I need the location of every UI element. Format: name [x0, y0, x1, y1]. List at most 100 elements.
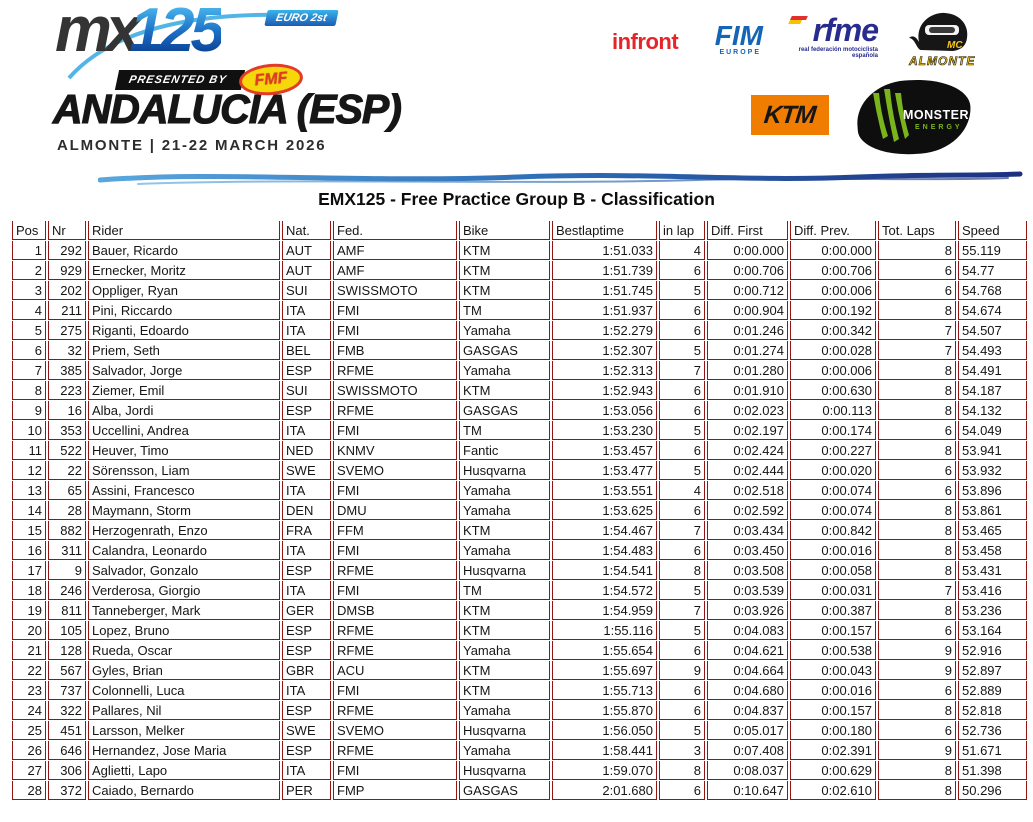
cell-diff-first: 0:02.023: [707, 401, 788, 420]
cell-bestlaptime: 1:54.959: [552, 601, 657, 620]
cell-bike: KTM: [459, 261, 550, 280]
cell-nr: 372: [48, 781, 86, 800]
cell-rider: Alba, Jordi: [88, 401, 280, 420]
cell-nr: 646: [48, 741, 86, 760]
cell-bestlaptime: 1:54.541: [552, 561, 657, 580]
cell-tot-laps: 8: [878, 601, 956, 620]
cell-in-lap: 6: [659, 401, 705, 420]
cell-fed: RFME: [333, 561, 457, 580]
cell-tot-laps: 6: [878, 621, 956, 640]
monster-wordmark: MONSTER: [903, 108, 969, 122]
cell-nr: 275: [48, 321, 86, 340]
cell-pos: 24: [12, 701, 46, 720]
cell-bike: GASGAS: [459, 781, 550, 800]
cell-fed: DMU: [333, 501, 457, 520]
cell-rider: Salvador, Gonzalo: [88, 561, 280, 580]
cell-speed: 54.507: [958, 321, 1027, 340]
cell-nat: ESP: [282, 701, 331, 720]
cell-nat: FRA: [282, 521, 331, 540]
cell-in-lap: 5: [659, 341, 705, 360]
cell-rider: Riganti, Edoardo: [88, 321, 280, 340]
cell-pos: 9: [12, 401, 46, 420]
cell-diff-prev: 0:00.538: [790, 641, 876, 660]
cell-in-lap: 6: [659, 541, 705, 560]
cell-speed: 54.049: [958, 421, 1027, 440]
cell-rider: Pini, Riccardo: [88, 301, 280, 320]
cell-bike: KTM: [459, 381, 550, 400]
cell-tot-laps: 8: [878, 781, 956, 800]
cell-bestlaptime: 2:01.680: [552, 781, 657, 800]
cell-diff-prev: 0:00.074: [790, 481, 876, 500]
cell-rider: Aglietti, Lapo: [88, 761, 280, 780]
cell-diff-prev: 0:00.074: [790, 501, 876, 520]
cell-nat: SWE: [282, 461, 331, 480]
cell-diff-prev: 0:02.391: [790, 741, 876, 760]
cell-pos: 16: [12, 541, 46, 560]
cell-pos: 22: [12, 661, 46, 680]
cell-bike: KTM: [459, 661, 550, 680]
cell-bike: Yamaha: [459, 541, 550, 560]
cell-bestlaptime: 1:53.477: [552, 461, 657, 480]
cell-in-lap: 6: [659, 301, 705, 320]
cell-fed: RFME: [333, 401, 457, 420]
cell-tot-laps: 8: [878, 441, 956, 460]
cell-in-lap: 5: [659, 421, 705, 440]
cell-in-lap: 5: [659, 581, 705, 600]
results-body: 1 292 Bauer, Ricardo AUT AMF KTM 1:51.033 4 0:00…: [12, 241, 1027, 800]
cell-pos: 19: [12, 601, 46, 620]
mc-almonte-logo: MC ALMONTE: [903, 8, 975, 72]
cell-nat: ESP: [282, 641, 331, 660]
table-row: 8 223 Ziemer, Emil SUI SWISSMOTO KTM 1:52.943 6…: [12, 381, 1027, 400]
cell-nr: 28: [48, 501, 86, 520]
cell-diff-first: 0:02.518: [707, 481, 788, 500]
cell-bestlaptime: 1:55.697: [552, 661, 657, 680]
cell-bestlaptime: 1:55.116: [552, 621, 657, 640]
cell-nr: 32: [48, 341, 86, 360]
cell-nat: SUI: [282, 281, 331, 300]
cell-nat: ITA: [282, 681, 331, 700]
table-row: 22 567 Gyles, Brian GBR ACU KTM 1:55.697 9 0:04.…: [12, 661, 1027, 680]
cell-tot-laps: 8: [878, 561, 956, 580]
cell-in-lap: 8: [659, 761, 705, 780]
cell-nr: 202: [48, 281, 86, 300]
fim-europe-label: EUROPE: [719, 49, 761, 57]
cell-in-lap: 6: [659, 441, 705, 460]
cell-pos: 3: [12, 281, 46, 300]
cell-diff-first: 0:03.450: [707, 541, 788, 560]
ktm-logo: KTM: [751, 95, 829, 135]
cell-bike: Yamaha: [459, 501, 550, 520]
column-header-speed: Speed: [958, 221, 1027, 240]
cell-nr: 811: [48, 601, 86, 620]
cell-pos: 15: [12, 521, 46, 540]
cell-diff-prev: 0:00.016: [790, 681, 876, 700]
cell-pos: 8: [12, 381, 46, 400]
cell-in-lap: 6: [659, 381, 705, 400]
cell-speed: 54.77: [958, 261, 1027, 280]
cell-rider: Pallares, Nil: [88, 701, 280, 720]
cell-tot-laps: 8: [878, 701, 956, 720]
cell-in-lap: 5: [659, 281, 705, 300]
cell-bike: KTM: [459, 601, 550, 620]
cell-fed: AMF: [333, 261, 457, 280]
cell-speed: 51.398: [958, 761, 1027, 780]
cell-bike: Yamaha: [459, 641, 550, 660]
cell-speed: 53.458: [958, 541, 1027, 560]
cell-pos: 18: [12, 581, 46, 600]
column-header-fed: Fed.: [333, 221, 457, 240]
event-title: ANDALUCIA (ESP): [52, 85, 402, 132]
cell-rider: Rueda, Oscar: [88, 641, 280, 660]
table-row: 27 306 Aglietti, Lapo ITA FMI Husqvarna 1:59.0…: [12, 761, 1027, 780]
mx125-series-logo: MX 125 EURO 2st PRESENTED BY FMF: [55, 0, 339, 98]
cell-bestlaptime: 1:55.870: [552, 701, 657, 720]
table-row: 11 522 Heuver, Timo NED KNMV Fantic 1:53.457 6 0…: [12, 441, 1027, 460]
fim-wordmark: FIM: [714, 20, 763, 51]
table-row: 20 105 Lopez, Bruno ESP RFME KTM 1:55.116 5 0:04…: [12, 621, 1027, 640]
cell-fed: FMI: [333, 681, 457, 700]
cell-diff-prev: 0:00.113: [790, 401, 876, 420]
cell-in-lap: 6: [659, 641, 705, 660]
cell-diff-first: 0:04.083: [707, 621, 788, 640]
euro-2st-badge: EURO 2st: [264, 10, 339, 26]
cell-speed: 53.932: [958, 461, 1027, 480]
cell-tot-laps: 6: [878, 281, 956, 300]
cell-nr: 311: [48, 541, 86, 560]
